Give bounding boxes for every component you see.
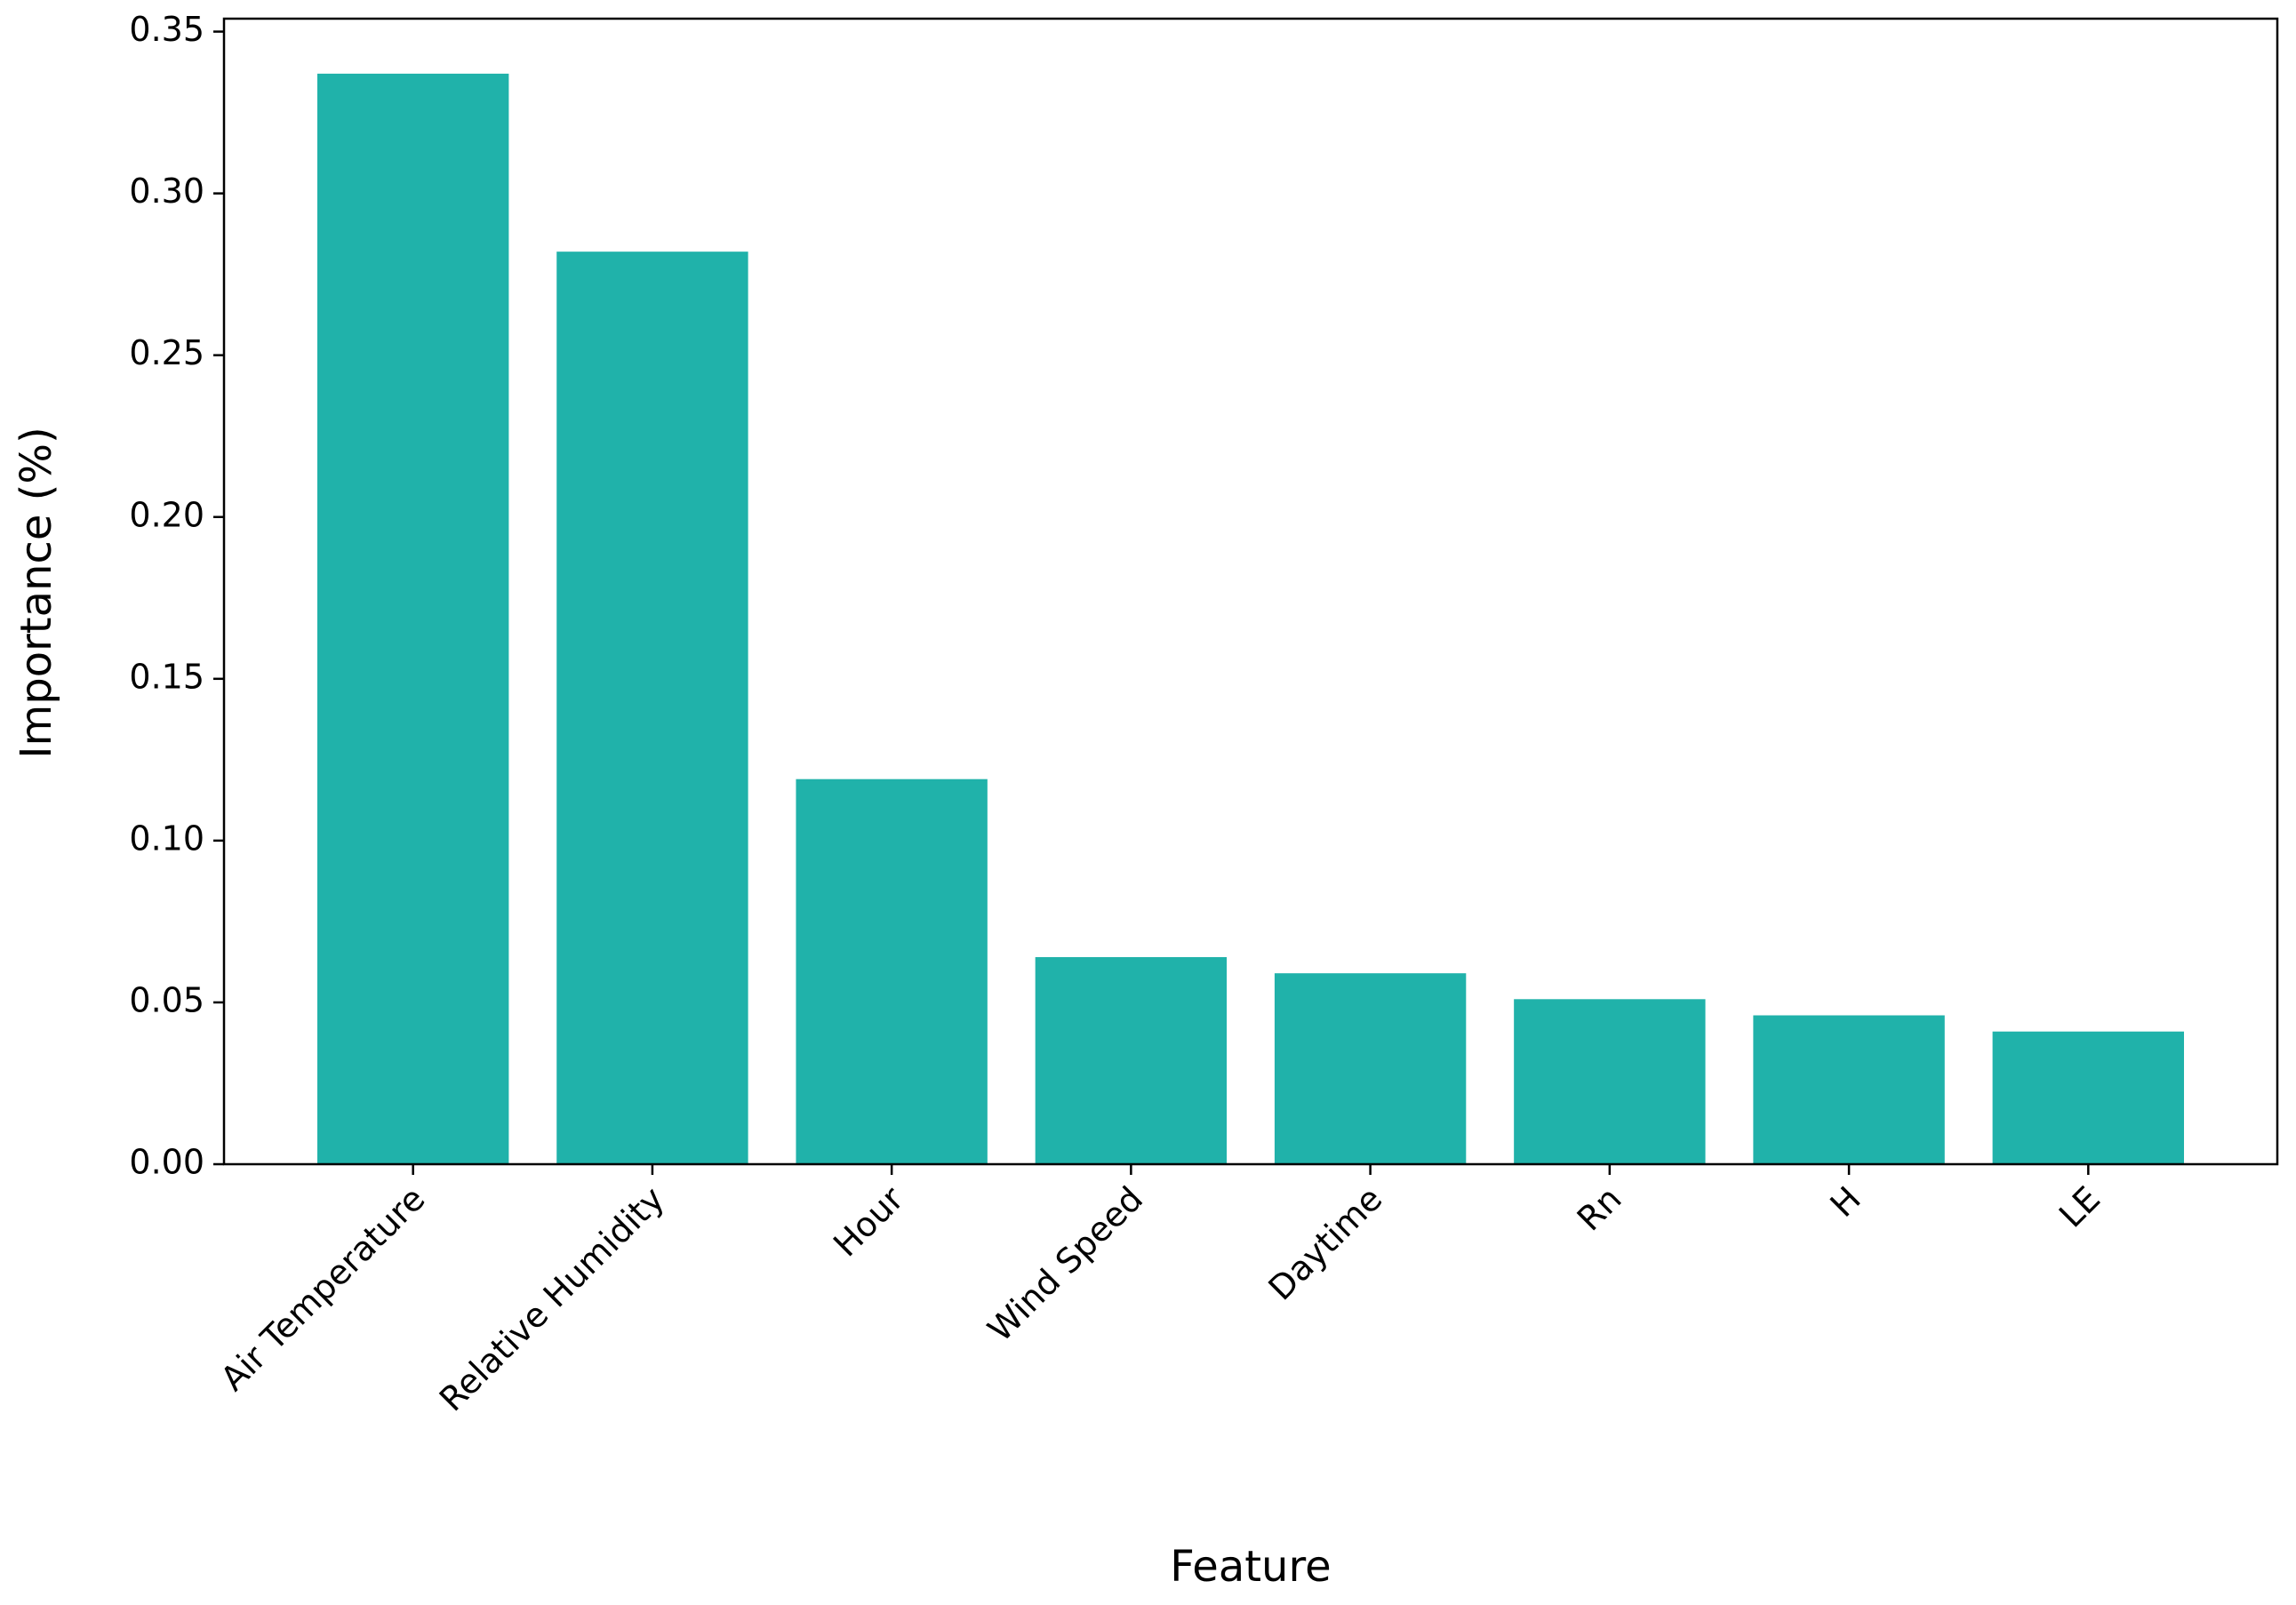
y-tick-label: 0.20	[129, 495, 204, 534]
plot-frame	[222, 17, 2279, 1166]
bar	[1035, 956, 1228, 1164]
y-tick-label: 0.25	[129, 333, 204, 372]
y-tick-label: 0.10	[129, 818, 204, 858]
x-tick-label: H	[1823, 1179, 1868, 1225]
x-tick-label: Rn	[1570, 1179, 1629, 1239]
bar	[1274, 973, 1467, 1164]
x-tick-label: Air Temperature	[213, 1179, 433, 1399]
y-axis-label: Importance (%)	[12, 427, 61, 758]
bar	[796, 779, 988, 1164]
y-tick-label: 0.30	[129, 172, 204, 211]
x-tick-label: Relative Humidity	[432, 1179, 672, 1419]
y-tick-label: 0.35	[129, 10, 204, 49]
bar	[1753, 1015, 1945, 1164]
x-tick-label: LE	[2052, 1179, 2108, 1235]
bar	[1514, 999, 1706, 1164]
x-tick-label: Daytime	[1261, 1179, 1390, 1308]
bar	[1992, 1031, 2184, 1164]
bar	[556, 252, 748, 1165]
y-tick-label: 0.00	[129, 1143, 204, 1182]
x-tick-label: Hour	[826, 1178, 911, 1264]
bar	[317, 73, 509, 1165]
x-tick-label: Wind Speed	[980, 1179, 1150, 1349]
y-tick-label: 0.05	[129, 980, 204, 1019]
x-axis-label: Feature	[1170, 1542, 1331, 1592]
y-tick-label: 0.15	[129, 657, 204, 696]
